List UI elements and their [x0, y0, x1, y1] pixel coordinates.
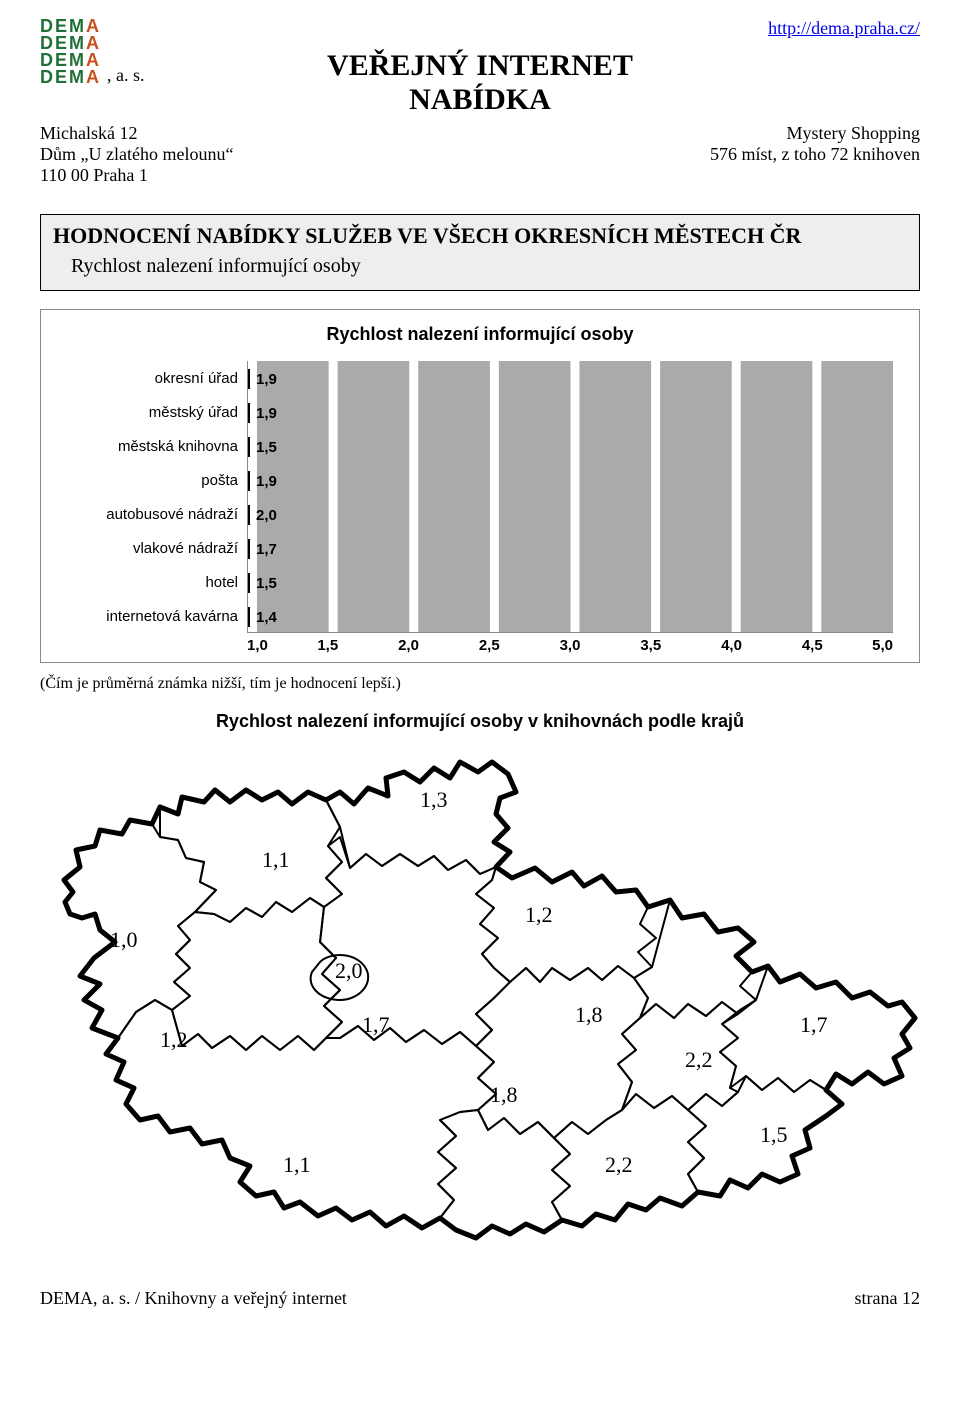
section-heading-box: HODNOCENÍ NABÍDKY SLUŽEB VE VŠECH OKRESN…	[40, 214, 920, 291]
bar-category-label: městský úřad	[149, 403, 238, 423]
bar-chart: okresní úřad1,9městský úřad1,9městská kn…	[247, 361, 893, 654]
x-tick-label: 2,5	[449, 637, 530, 654]
bar	[248, 403, 250, 423]
bar-row: 1,5	[248, 573, 277, 593]
x-tick-label: 1,0	[247, 637, 287, 654]
bar-row: 1,9	[248, 369, 277, 389]
logo-suffix: , a. s.	[107, 65, 145, 86]
x-tick-label: 2,0	[368, 637, 449, 654]
x-tick-label: 3,0	[530, 637, 611, 654]
x-tick-label: 4,5	[772, 637, 853, 654]
bar-row: 1,4	[248, 607, 277, 627]
map-value-label: 1,7	[800, 1012, 828, 1037]
bar	[248, 471, 250, 491]
bar-category-label: městská knihovna	[118, 437, 238, 457]
map-value-label: 1,2	[525, 902, 553, 927]
addr-right-line1: Mystery Shopping	[710, 123, 920, 144]
footer-left: DEMA, a. s. / Knihovny a veřejný interne…	[40, 1288, 347, 1309]
address-left: Michalská 12 Dům „U zlatého melounu“ 110…	[40, 123, 233, 186]
map-country-outline	[64, 762, 915, 1238]
map-value-label: 1,7	[362, 1012, 390, 1037]
map-value-label: 1,1	[262, 847, 290, 872]
map-value-label: 1,2	[160, 1027, 188, 1052]
title-line-2: NABÍDKA	[40, 83, 920, 117]
header-url-link[interactable]: http://dema.praha.cz/	[768, 18, 920, 38]
addr-right-line2: 576 míst, z toho 72 knihoven	[710, 144, 920, 165]
bar-category-label: pošta	[201, 471, 238, 491]
bar-category-label: vlakové nádraží	[133, 539, 238, 559]
addr-left-line1: Michalská 12	[40, 123, 233, 144]
bar-category-label: hotel	[205, 573, 238, 593]
map-value-label: 2,0	[335, 958, 363, 983]
map-value-label: 1,8	[490, 1082, 518, 1107]
bar-value-label: 1,5	[256, 575, 277, 592]
bar-value-label: 1,4	[256, 609, 277, 626]
bar-row: 1,9	[248, 471, 277, 491]
header: http://dema.praha.cz/ DEMA DEMA DEMA DEM…	[40, 18, 920, 186]
x-tick-label: 3,5	[610, 637, 691, 654]
bar	[248, 505, 250, 525]
map-value-label: 1,1	[283, 1152, 311, 1177]
bar	[248, 369, 250, 389]
bar-chart-title: Rychlost nalezení informující osoby	[67, 324, 893, 345]
x-tick-label: 4,0	[691, 637, 772, 654]
map-value-label: 1,5	[760, 1122, 788, 1147]
map-value-label: 2,2	[685, 1047, 713, 1072]
section-subheading: Rychlost nalezení informující osoby	[71, 255, 907, 278]
addr-left-line2: Dům „U zlatého melounu“	[40, 144, 233, 165]
bar-row: 1,9	[248, 403, 277, 423]
page-title: VEŘEJNÝ INTERNET NABÍDKA	[40, 49, 920, 117]
bar-row: 2,0	[248, 505, 277, 525]
bar-row: 1,5	[248, 437, 277, 457]
bar-value-label: 1,9	[256, 371, 277, 388]
bar	[248, 437, 250, 457]
addr-left-line3: 110 00 Praha 1	[40, 165, 233, 186]
bar-value-label: 1,9	[256, 405, 277, 422]
title-line-1: VEŘEJNÝ INTERNET	[40, 49, 920, 83]
map-value-label: 1,0	[110, 927, 138, 952]
bar-value-label: 1,5	[256, 439, 277, 456]
logo: DEMA DEMA DEMA DEMA , a. s.	[40, 18, 145, 86]
chart-note: (Čím je průměrná známka nižší, tím je ho…	[40, 675, 920, 693]
bar-value-label: 1,9	[256, 473, 277, 490]
x-tick-label: 5,0	[853, 637, 893, 654]
x-tick-label: 1,5	[287, 637, 368, 654]
bar-category-label: okresní úřad	[155, 369, 238, 389]
bar-chart-frame: Rychlost nalezení informující osoby okre…	[40, 309, 920, 663]
bar	[248, 607, 250, 627]
footer: DEMA, a. s. / Knihovny a veřejný interne…	[40, 1288, 920, 1309]
address-right: Mystery Shopping 576 míst, z toho 72 kni…	[710, 123, 920, 186]
map-cz-regions: 1,3 1,1 1,0 1,2 2,0 1,7 1,8 1,2 1,7 2,2 1,8 1,5 1,1 2…	[40, 742, 920, 1262]
bar-value-label: 1,7	[256, 541, 277, 558]
map-title: Rychlost nalezení informující osoby v kn…	[40, 711, 920, 732]
section-heading: HODNOCENÍ NABÍDKY SLUŽEB VE VŠECH OKRESN…	[53, 223, 907, 249]
bar-value-label: 2,0	[256, 507, 277, 524]
bar	[248, 573, 250, 593]
map-value-label: 2,2	[605, 1152, 633, 1177]
footer-right: strana 12	[855, 1288, 920, 1309]
map-value-label: 1,3	[420, 787, 448, 812]
bar-category-label: autobusové nádraží	[106, 505, 238, 525]
bar-category-label: internetová kavárna	[106, 607, 238, 627]
bar-row: 1,7	[248, 539, 277, 559]
bar	[248, 539, 250, 559]
map-value-label: 1,8	[575, 1002, 603, 1027]
